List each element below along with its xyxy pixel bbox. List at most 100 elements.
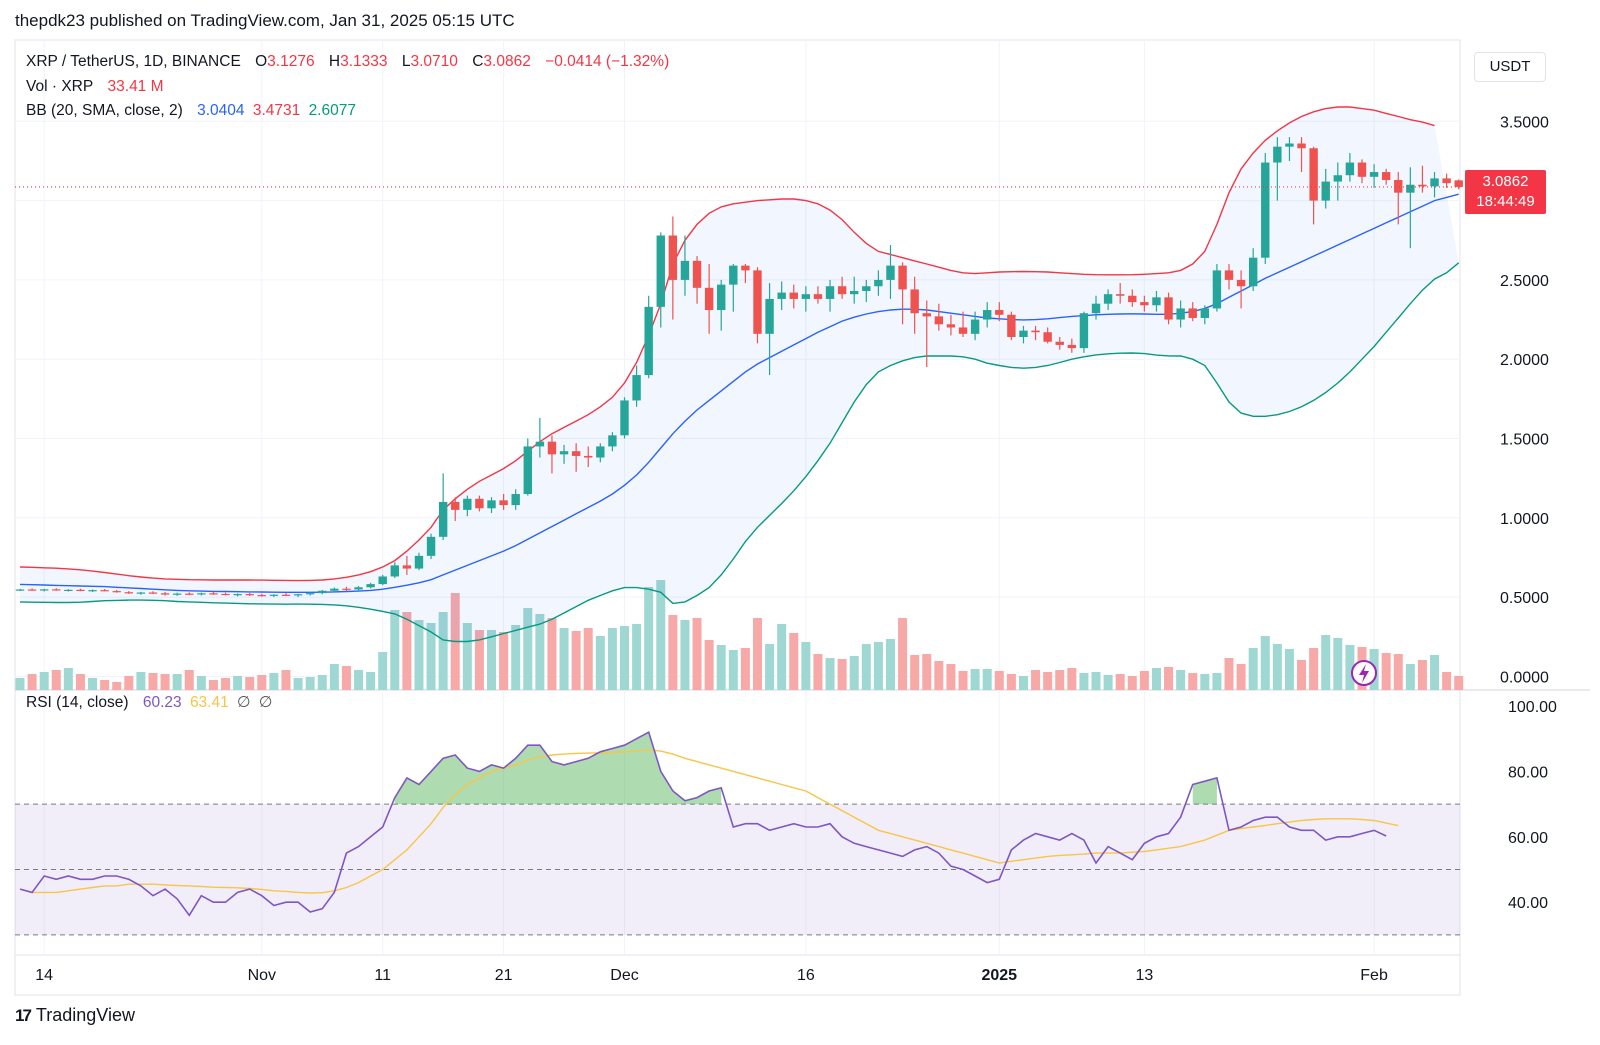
volume-bar <box>1127 676 1137 690</box>
lightning-icon[interactable] <box>1351 660 1377 686</box>
candle <box>983 302 992 328</box>
candle <box>100 589 109 592</box>
volume-bar <box>281 670 291 690</box>
price-tick-label: 2.5000 <box>1500 273 1549 290</box>
candle-body <box>245 594 254 596</box>
candle-body <box>644 306 653 376</box>
candle-body <box>813 294 823 299</box>
candle-body <box>983 310 992 320</box>
candle <box>741 264 750 284</box>
bb-upper-line <box>19 106 1435 582</box>
candle <box>414 552 424 571</box>
volume-bar <box>1079 673 1089 690</box>
candle <box>535 417 545 458</box>
volume-bar <box>861 644 871 690</box>
volume-bar <box>1103 675 1113 690</box>
candle <box>1236 270 1246 309</box>
candle-body <box>535 441 545 447</box>
candle <box>487 497 496 514</box>
close-label: C <box>472 53 484 70</box>
candle-body <box>874 279 883 287</box>
volume-bar <box>1442 672 1452 690</box>
volume-bar <box>885 639 895 690</box>
volume-legend: Vol · XRP 33.41 M <box>26 78 168 96</box>
volume-bar <box>1212 673 1222 690</box>
candle-body <box>197 593 206 595</box>
volume-bar <box>15 678 25 690</box>
volume-bar <box>849 656 859 690</box>
time-tick-label: 2025 <box>981 967 1017 984</box>
candle-body <box>257 595 266 597</box>
candle <box>753 267 762 344</box>
candle-body <box>608 435 617 447</box>
candle-body <box>523 446 532 495</box>
currency-selector[interactable]: USDT <box>1474 52 1546 82</box>
rsi-ma-value: 63.41 <box>189 694 229 711</box>
candle <box>1442 173 1451 188</box>
candle <box>209 592 218 595</box>
candle <box>910 276 919 334</box>
candle-body <box>1418 184 1427 187</box>
candle-body <box>596 446 605 458</box>
candle <box>1031 325 1040 341</box>
candle-body <box>825 286 835 299</box>
volume-bar <box>1297 660 1307 690</box>
volume-bar <box>559 628 569 690</box>
volume-bar <box>269 673 279 690</box>
volume-bar <box>898 618 908 690</box>
bb-lower-line <box>19 262 1460 643</box>
candle <box>342 586 351 591</box>
candle-body <box>378 576 387 585</box>
volume-bar <box>172 674 182 690</box>
candle <box>596 443 605 463</box>
volume-bar <box>233 676 243 690</box>
volume-bar <box>1321 635 1331 690</box>
volume-bar <box>1115 674 1125 690</box>
candle <box>1248 248 1258 292</box>
volume-bar <box>1248 648 1258 690</box>
candle-body <box>1103 294 1113 304</box>
rsi-na-1: ∅ <box>237 694 251 711</box>
candle <box>523 438 532 496</box>
candle-body <box>958 327 968 334</box>
volume-bar <box>837 659 847 690</box>
candle-body <box>136 592 146 594</box>
price-tick-label: 1.0000 <box>1500 511 1549 528</box>
bb-upper-value: 3.4731 <box>252 102 301 119</box>
candle-body <box>1115 294 1125 296</box>
candle-body <box>15 589 25 591</box>
candle-body <box>753 270 762 334</box>
candle-body <box>995 310 1004 315</box>
volume-bar <box>922 654 932 690</box>
candle <box>499 494 508 510</box>
volume-bar <box>88 678 98 690</box>
close-value: 3.0862 <box>483 53 531 70</box>
volume-bar <box>1381 653 1391 690</box>
candle <box>1212 264 1222 312</box>
volume-bar <box>1272 644 1282 690</box>
volume-bar <box>51 670 61 690</box>
time-tick-label: 11 <box>374 967 391 984</box>
candle-body <box>801 294 811 299</box>
candle-body <box>426 536 436 556</box>
volume-bar <box>1031 670 1041 690</box>
candle <box>692 256 702 304</box>
tradingview-brand: TradingView <box>35 1005 135 1025</box>
volume-bar <box>1043 672 1053 690</box>
candle <box>789 284 798 309</box>
candle <box>559 444 569 464</box>
candle <box>874 270 883 296</box>
candle <box>185 592 194 596</box>
candle-body <box>632 375 641 401</box>
candle <box>1297 137 1306 173</box>
candle <box>850 276 859 304</box>
volume-bar <box>607 628 617 690</box>
change-value: −0.0414 (−1.32%) <box>545 53 670 70</box>
volume-bar <box>1393 654 1403 690</box>
candle <box>680 235 690 296</box>
candle <box>608 432 617 452</box>
high-label: H <box>328 53 341 70</box>
volume-bar <box>63 668 73 690</box>
tradingview-logo[interactable]: 17 TradingView <box>15 1005 135 1026</box>
